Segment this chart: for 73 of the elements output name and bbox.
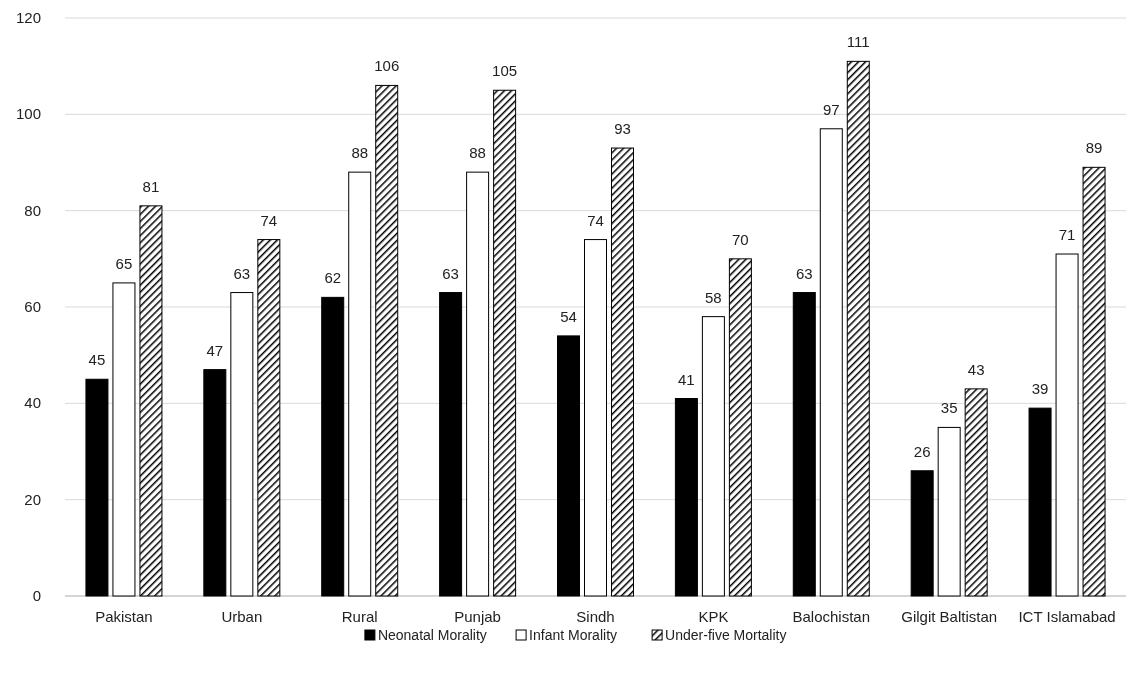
data-label: 105 bbox=[492, 62, 518, 80]
legend-label: Under-five Mortality bbox=[665, 627, 787, 643]
bar bbox=[466, 171, 490, 597]
data-label: 88 bbox=[469, 144, 486, 162]
y-tick-label: 20 bbox=[24, 490, 41, 508]
legend-label: Neonatal Morality bbox=[377, 627, 487, 643]
data-label: 63 bbox=[795, 264, 813, 282]
bar bbox=[792, 292, 816, 597]
bar bbox=[493, 89, 517, 597]
bar bbox=[964, 388, 988, 597]
x-tick-label: Pakistan bbox=[95, 608, 153, 625]
y-tick-label: 40 bbox=[24, 394, 41, 412]
data-label: 74 bbox=[587, 211, 604, 229]
data-label: 81 bbox=[142, 177, 160, 195]
bar bbox=[348, 171, 372, 597]
bar bbox=[846, 60, 870, 597]
x-tick-label: ICT Islamabad bbox=[1018, 608, 1116, 625]
bar bbox=[1082, 166, 1106, 597]
x-tick-label: Sindh bbox=[576, 608, 615, 625]
data-label: 70 bbox=[732, 230, 749, 248]
data-label: 89 bbox=[1085, 139, 1103, 157]
x-tick-label: Balochistan bbox=[792, 608, 871, 625]
bar bbox=[112, 282, 136, 597]
y-tick-label: 60 bbox=[24, 298, 41, 315]
data-label: 47 bbox=[206, 341, 224, 359]
bar bbox=[701, 316, 725, 597]
bar bbox=[230, 292, 254, 597]
data-label: 63 bbox=[233, 264, 251, 282]
data-label: 62 bbox=[324, 269, 342, 287]
bar bbox=[139, 205, 163, 597]
data-label: 71 bbox=[1058, 226, 1076, 244]
bar bbox=[937, 426, 961, 597]
data-label: 111 bbox=[846, 33, 870, 51]
bar bbox=[1028, 407, 1052, 597]
data-label: 54 bbox=[560, 307, 577, 325]
data-label: 88 bbox=[351, 144, 369, 162]
data-label: 45 bbox=[88, 351, 106, 369]
bar bbox=[439, 292, 463, 597]
legend-label: Infant Morality bbox=[529, 627, 618, 643]
bar bbox=[557, 335, 580, 597]
bar bbox=[375, 84, 399, 597]
data-label: 39 bbox=[1031, 380, 1049, 398]
data-label: 74 bbox=[260, 211, 278, 229]
data-label: 58 bbox=[705, 288, 722, 306]
y-tick-label: 100 bbox=[15, 105, 41, 123]
data-label: 41 bbox=[678, 370, 695, 388]
x-tick-label: Urban bbox=[221, 608, 263, 625]
bar bbox=[819, 128, 843, 597]
bar bbox=[728, 258, 752, 597]
data-label: 63 bbox=[442, 264, 459, 282]
data-label: 97 bbox=[822, 100, 840, 118]
data-label: 43 bbox=[967, 360, 985, 378]
data-label: 93 bbox=[614, 120, 631, 138]
bar bbox=[321, 296, 345, 597]
x-tick-label: Punjab bbox=[454, 608, 501, 625]
data-label: 35 bbox=[940, 399, 958, 417]
bar bbox=[910, 470, 934, 597]
x-tick-label: KPK bbox=[698, 608, 729, 625]
x-tick-label: Gilgit Baltistan bbox=[901, 608, 998, 625]
bar bbox=[674, 398, 698, 597]
y-tick-label: 0 bbox=[32, 587, 41, 604]
data-label: 26 bbox=[913, 442, 931, 460]
bar bbox=[257, 239, 281, 597]
data-label: 106 bbox=[374, 57, 400, 75]
bar bbox=[1055, 253, 1079, 597]
bar bbox=[611, 147, 634, 597]
data-label: 65 bbox=[115, 254, 133, 272]
y-tick-label: 120 bbox=[15, 9, 41, 26]
bar bbox=[584, 239, 607, 597]
x-tick-label: Rural bbox=[341, 608, 378, 625]
bar bbox=[85, 378, 109, 597]
bar bbox=[203, 369, 227, 597]
y-tick-label: 80 bbox=[24, 201, 41, 219]
